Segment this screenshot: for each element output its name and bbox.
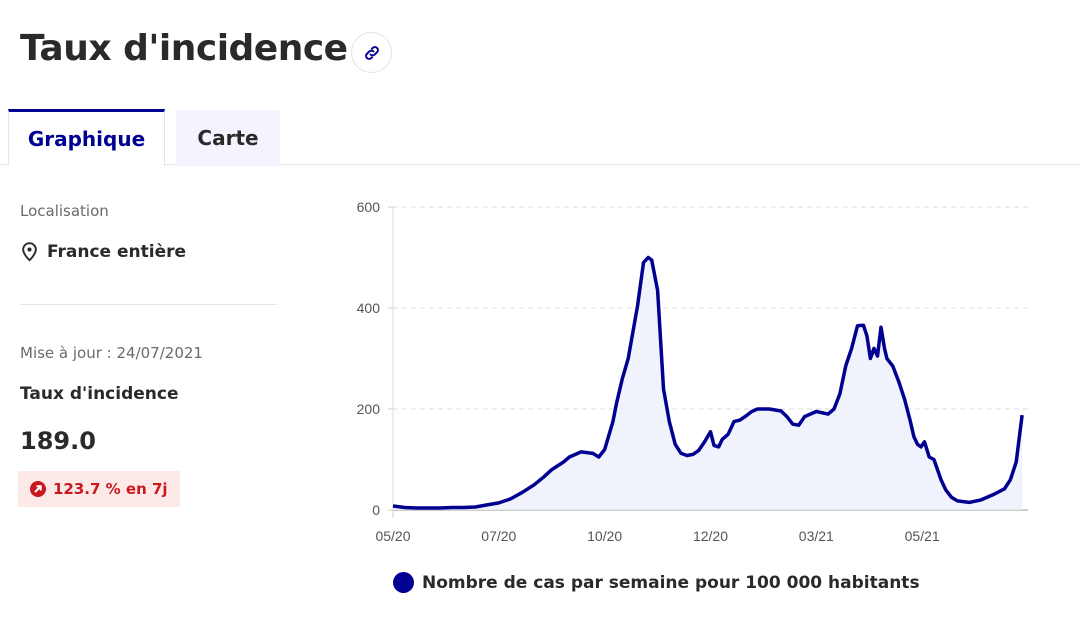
map-pin-icon [22,242,37,262]
trend-text: 123.7 % en 7j [53,480,168,498]
arrow-up-right-icon [30,481,46,497]
update-date: Mise à jour : 24/07/2021 [20,344,203,362]
chart-legend[interactable]: Nombre de cas par semaine pour 100 000 h… [393,572,920,593]
link-icon [364,45,379,60]
location-selector[interactable]: France entière [20,241,186,262]
incidence-chart: 0 200 400 600 05/20 07/20 10/20 12/20 03/21 05/2… [357,199,1028,544]
x-tick-label: 12/20 [693,528,728,544]
sidebar-divider [20,304,277,305]
x-tick-label: 03/21 [799,528,834,544]
tabs-divider [0,164,1080,165]
tab-carte[interactable]: Carte [176,110,280,166]
legend-label: Nombre de cas par semaine pour 100 000 h… [422,572,920,593]
x-tick-label: 05/21 [905,528,940,544]
legend-marker [393,572,414,593]
kpi-value: 189.0 [20,427,96,455]
location-label: Localisation [20,202,109,220]
x-tick-label: 07/20 [481,528,516,544]
y-tick-label: 200 [357,401,381,417]
trend-badge: 123.7 % en 7j [18,471,180,507]
x-tick-label: 05/20 [375,528,410,544]
series-line [392,255,1024,510]
tab-graphique[interactable]: Graphique [8,109,165,166]
series-area [393,257,1023,510]
y-tick-label: 600 [357,199,381,215]
x-tick-label: 10/20 [587,528,622,544]
kpi-label: Taux d'incidence [20,384,179,404]
location-value: France entière [47,241,187,262]
y-tick-label: 400 [357,300,381,316]
y-tick-label: 0 [372,502,380,518]
copy-link-button[interactable] [351,32,392,73]
page-title: Taux d'incidence [20,28,348,69]
